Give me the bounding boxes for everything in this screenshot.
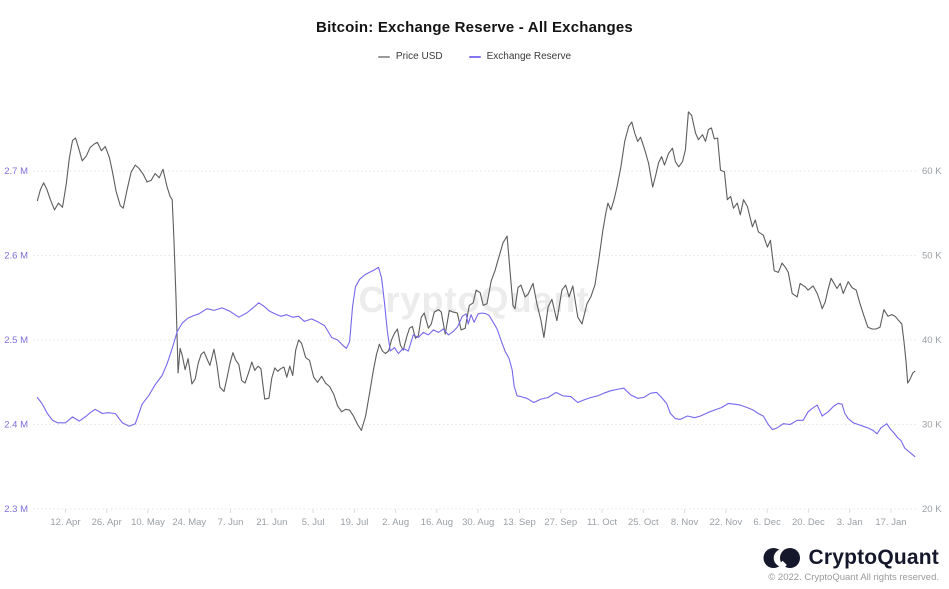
cryptoquant-logo-text: CryptoQuant [808,546,939,569]
x-axis-label: 27. Sep [544,517,577,528]
cryptoquant-logo[interactable]: CryptoQuant [763,546,939,570]
x-axis-label: 5. Jul [302,517,325,528]
legend-label: Exchange Reserve [486,51,572,62]
x-axis-label: 22. Nov [709,517,742,528]
exchange-reserve-swatch-icon [468,55,481,58]
x-axis-label: 30. Aug [462,517,494,528]
x-axis-label: 6. Dec [753,517,781,528]
x-axis-label: 2. Aug [382,517,409,528]
x-axis-label: 11. Oct [587,517,617,528]
chart-legend: Price USD Exchange Reserve [0,51,949,62]
x-axis-label: 7. Jun [218,517,244,528]
price-usd-swatch-icon [377,55,390,58]
y-axis-label-right: 60 K [922,166,942,177]
chart-title: Bitcoin: Exchange Reserve - All Exchange… [316,19,633,36]
x-axis-label: 8. Nov [671,517,699,528]
x-axis-label: 12. Apr [50,517,80,528]
copyright-text: © 2022. CryptoQuant All rights reserved. [768,572,939,583]
x-axis-label: 19. Jul [340,517,368,528]
price-usd-line [36,111,916,431]
y-axis-label-left: 2.6 M [4,251,28,262]
y-axis-label-left: 2.7 M [4,166,28,177]
y-axis-label-right: 40 K [922,335,942,346]
x-axis-label: 17. Jan [875,517,906,528]
branding-block: CryptoQuant © 2022. CryptoQuant All righ… [763,546,939,583]
y-axis-label-left: 2.4 M [4,420,28,431]
y-axis-label-left: 2.3 M [4,504,28,515]
x-axis-label: 24. May [172,517,206,528]
y-axis-label-left: 2.5 M [4,335,28,346]
x-axis-label: 20. Dec [792,517,825,528]
legend-item-exchange-reserve[interactable]: Exchange Reserve [468,51,572,62]
x-axis-label: 3. Jan [837,517,863,528]
x-axis-label: 16. Aug [421,517,453,528]
y-axis-label-right: 50 K [922,251,942,262]
x-axis-label: 10. May [131,517,165,528]
x-axis-label: 21. Jun [256,517,287,528]
y-axis-label-right: 30 K [922,420,942,431]
x-axis-label: 25. Oct [628,517,659,528]
x-axis-label: 13. Sep [503,517,536,528]
exchange-reserve-line [36,266,916,458]
legend-item-price-usd[interactable]: Price USD [377,51,443,62]
x-axis-label: 26. Apr [92,517,122,528]
y-axis-label-right: 20 K [922,504,942,515]
legend-label: Price USD [395,51,443,62]
cryptoquant-logo-icon [763,548,801,570]
